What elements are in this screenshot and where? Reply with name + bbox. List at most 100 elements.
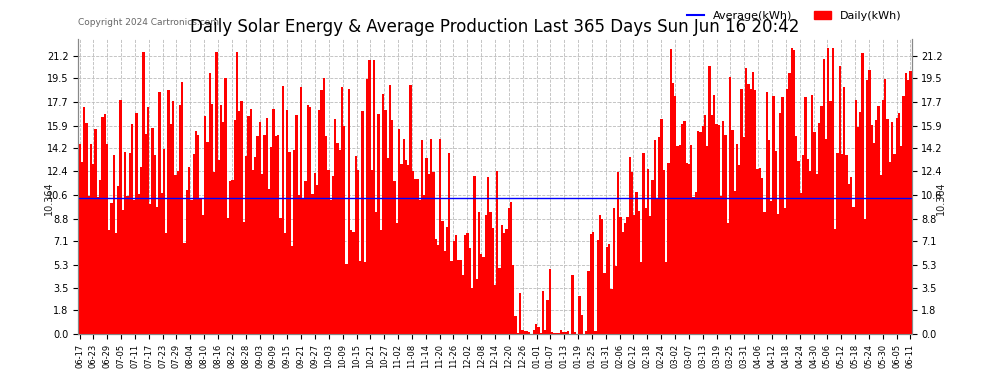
Bar — [856, 127, 859, 334]
Bar — [314, 173, 316, 334]
Bar — [265, 118, 268, 334]
Bar — [281, 86, 284, 334]
Bar — [241, 100, 243, 334]
Bar — [725, 135, 727, 334]
Bar — [410, 85, 412, 334]
Bar — [821, 106, 823, 334]
Bar — [692, 198, 695, 334]
Bar — [741, 89, 742, 334]
Bar — [363, 262, 366, 334]
Bar — [293, 150, 295, 334]
Bar — [174, 175, 176, 334]
Bar — [389, 85, 391, 334]
Bar — [679, 145, 681, 334]
Bar — [197, 135, 199, 334]
Bar — [375, 212, 377, 334]
Bar — [254, 157, 256, 334]
Bar — [749, 89, 751, 334]
Bar — [827, 48, 830, 334]
Bar — [834, 229, 837, 334]
Bar — [373, 60, 375, 334]
Bar — [713, 95, 716, 334]
Bar — [651, 180, 653, 334]
Bar — [92, 164, 94, 334]
Bar — [634, 215, 636, 334]
Bar — [522, 330, 524, 334]
Bar — [510, 201, 512, 334]
Bar — [368, 60, 370, 334]
Bar — [866, 80, 868, 334]
Bar — [220, 105, 222, 334]
Bar — [823, 59, 825, 334]
Bar — [898, 113, 900, 334]
Bar — [120, 100, 122, 334]
Bar — [841, 154, 843, 334]
Bar — [709, 66, 711, 334]
Bar — [192, 154, 195, 334]
Bar — [127, 196, 129, 334]
Bar — [478, 212, 480, 334]
Bar — [744, 69, 747, 334]
Bar — [695, 192, 697, 334]
Bar — [498, 268, 501, 334]
Bar — [505, 229, 508, 334]
Bar — [665, 262, 667, 334]
Bar — [910, 71, 912, 334]
Bar — [90, 144, 92, 334]
Bar — [151, 128, 153, 334]
Bar — [811, 95, 814, 334]
Bar — [800, 193, 802, 334]
Bar — [818, 123, 821, 334]
Text: Copyright 2024 Cartronics.com: Copyright 2024 Cartronics.com — [78, 18, 220, 27]
Bar — [798, 160, 800, 334]
Bar — [440, 140, 442, 334]
Bar — [359, 261, 361, 334]
Bar — [249, 109, 251, 334]
Bar — [571, 275, 574, 334]
Bar — [222, 123, 225, 334]
Bar — [206, 142, 209, 334]
Bar — [699, 132, 702, 334]
Bar — [697, 131, 699, 334]
Bar — [291, 246, 293, 334]
Bar — [791, 48, 793, 334]
Bar — [622, 232, 624, 334]
Bar — [524, 330, 526, 334]
Bar — [732, 130, 734, 334]
Bar — [722, 122, 725, 334]
Bar — [380, 230, 382, 334]
Bar — [295, 114, 298, 334]
Bar — [795, 136, 798, 334]
Bar — [517, 333, 519, 334]
Bar — [519, 294, 522, 334]
Bar — [492, 228, 494, 334]
Bar — [435, 238, 437, 334]
Bar — [179, 105, 181, 334]
Bar — [485, 215, 487, 334]
Bar — [416, 179, 419, 334]
Bar — [412, 171, 414, 334]
Bar — [300, 87, 302, 334]
Bar — [444, 251, 446, 334]
Bar — [734, 191, 736, 334]
Bar — [770, 201, 772, 334]
Bar — [382, 94, 384, 334]
Bar — [332, 177, 334, 334]
Bar — [211, 104, 213, 334]
Bar — [599, 216, 601, 334]
Bar — [354, 156, 356, 334]
Bar — [863, 219, 866, 334]
Bar — [160, 194, 163, 334]
Bar — [676, 146, 679, 334]
Bar — [781, 97, 784, 334]
Bar — [553, 333, 555, 334]
Bar — [464, 235, 466, 334]
Bar — [751, 72, 754, 334]
Bar — [649, 216, 651, 334]
Bar — [631, 172, 634, 334]
Bar — [875, 120, 877, 334]
Bar — [169, 124, 172, 334]
Bar — [669, 49, 672, 334]
Bar — [765, 92, 768, 334]
Bar — [804, 97, 807, 334]
